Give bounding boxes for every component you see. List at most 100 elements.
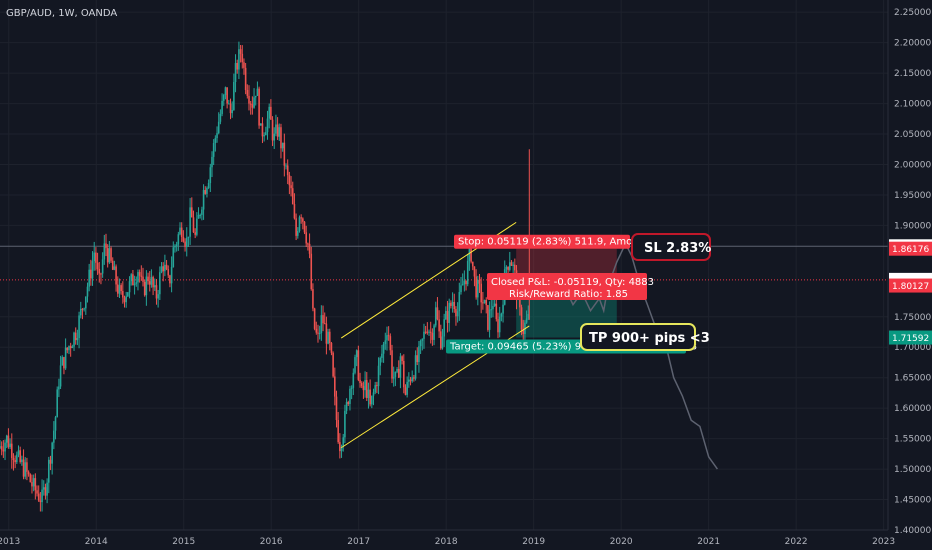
candle-body <box>423 331 425 339</box>
candle-body <box>12 458 15 461</box>
candle-body <box>83 308 85 310</box>
candle-body <box>305 232 308 244</box>
candle-body <box>401 356 403 361</box>
candle-body <box>424 331 427 333</box>
candle-body <box>367 389 370 398</box>
candle-body <box>276 124 279 137</box>
candle-body <box>480 283 482 303</box>
price-axis[interactable]: 2.25000 2.20000 2.15000 2.10000 2.05000 2.000… <box>894 8 931 536</box>
candle-body <box>362 386 365 391</box>
candle-body <box>233 82 235 110</box>
candle-body <box>382 343 385 354</box>
candle-body <box>502 304 504 314</box>
candle-body <box>137 272 139 283</box>
candle-body <box>96 262 99 269</box>
x-tick-label: 2013 <box>0 537 20 547</box>
candle-body <box>259 123 262 126</box>
candle-body <box>145 276 148 296</box>
candle-body <box>376 385 378 387</box>
candle-body <box>475 276 477 298</box>
candle-body <box>162 266 164 272</box>
candle-body <box>408 379 410 382</box>
candle-body <box>106 248 109 263</box>
candle-body <box>468 247 471 261</box>
candle-body <box>172 247 175 268</box>
candle-body <box>56 389 59 418</box>
candle-body <box>413 377 415 379</box>
y-tick-label: 1.70000 <box>894 343 931 353</box>
candle-body <box>436 307 439 320</box>
candle-body <box>519 294 521 308</box>
candle-body <box>217 121 220 134</box>
candle-body <box>461 284 464 286</box>
candle-body <box>352 372 355 388</box>
candle-body <box>239 49 242 54</box>
candle-body <box>495 303 498 320</box>
candle-body <box>29 474 32 483</box>
candle-body <box>187 236 190 238</box>
candle-body <box>54 417 57 431</box>
candle-body <box>394 371 397 377</box>
candle-body <box>17 450 20 455</box>
candle-body <box>231 109 233 114</box>
candle-body <box>307 243 309 245</box>
candle-body <box>170 267 173 284</box>
sl-callout-text: SL 2.83% <box>644 241 711 256</box>
candle-body <box>409 379 412 382</box>
candle-body <box>445 311 447 320</box>
price-tag-box <box>889 278 932 293</box>
candle-body <box>293 204 296 219</box>
candle-body <box>175 244 178 246</box>
candle-body <box>110 248 112 261</box>
candle-body <box>258 88 260 126</box>
candle-body <box>207 183 210 189</box>
candle-body <box>192 217 195 233</box>
candle-body <box>396 368 398 372</box>
candle-body <box>224 87 227 95</box>
candle-body <box>214 138 217 144</box>
candle-body <box>153 285 156 288</box>
candle-body <box>98 268 101 274</box>
candle-body <box>342 437 345 447</box>
candle-body <box>525 318 528 323</box>
candle-body <box>438 319 440 332</box>
candle-body <box>270 106 272 120</box>
candle-body <box>4 442 6 452</box>
candle-body <box>182 236 185 242</box>
candle-body <box>360 383 363 387</box>
candle-body <box>209 167 212 184</box>
candle-body <box>100 273 102 275</box>
candle-body <box>95 252 97 263</box>
candle-body <box>456 311 459 317</box>
candle-body <box>90 269 92 279</box>
candle-body <box>268 106 270 119</box>
candle-body <box>152 277 154 288</box>
candle-body <box>71 346 74 349</box>
candle-body <box>128 281 131 293</box>
candle-body <box>196 218 198 235</box>
candle-body <box>369 389 371 405</box>
candle-body <box>133 283 136 286</box>
y-tick-label: 2.10000 <box>894 100 931 110</box>
candle-body <box>169 275 171 284</box>
candle-body <box>79 308 82 316</box>
candle-body <box>42 487 45 490</box>
price-tag-label: 1.71592 <box>892 334 929 344</box>
x-tick-label: 2016 <box>260 537 283 547</box>
candle-body <box>332 352 334 377</box>
sl-callout-box <box>631 233 711 261</box>
candle-body <box>204 190 207 194</box>
candle-body <box>497 319 499 333</box>
candle-body <box>440 331 442 349</box>
candle-body <box>320 315 323 333</box>
candle-body <box>167 269 170 276</box>
candle-body <box>236 62 239 70</box>
candle-body <box>323 323 326 325</box>
candle-body <box>78 315 80 339</box>
candle-body <box>66 347 69 351</box>
time-axis[interactable]: 2013 2014 2015 2016 2017 2018 2019 2020 2021 2022… <box>0 537 895 547</box>
candle-body <box>211 156 213 168</box>
candle-body <box>386 335 388 341</box>
closed-pnl-text: Closed P&L: -0.05119, Qty: 4883 <box>491 277 654 288</box>
